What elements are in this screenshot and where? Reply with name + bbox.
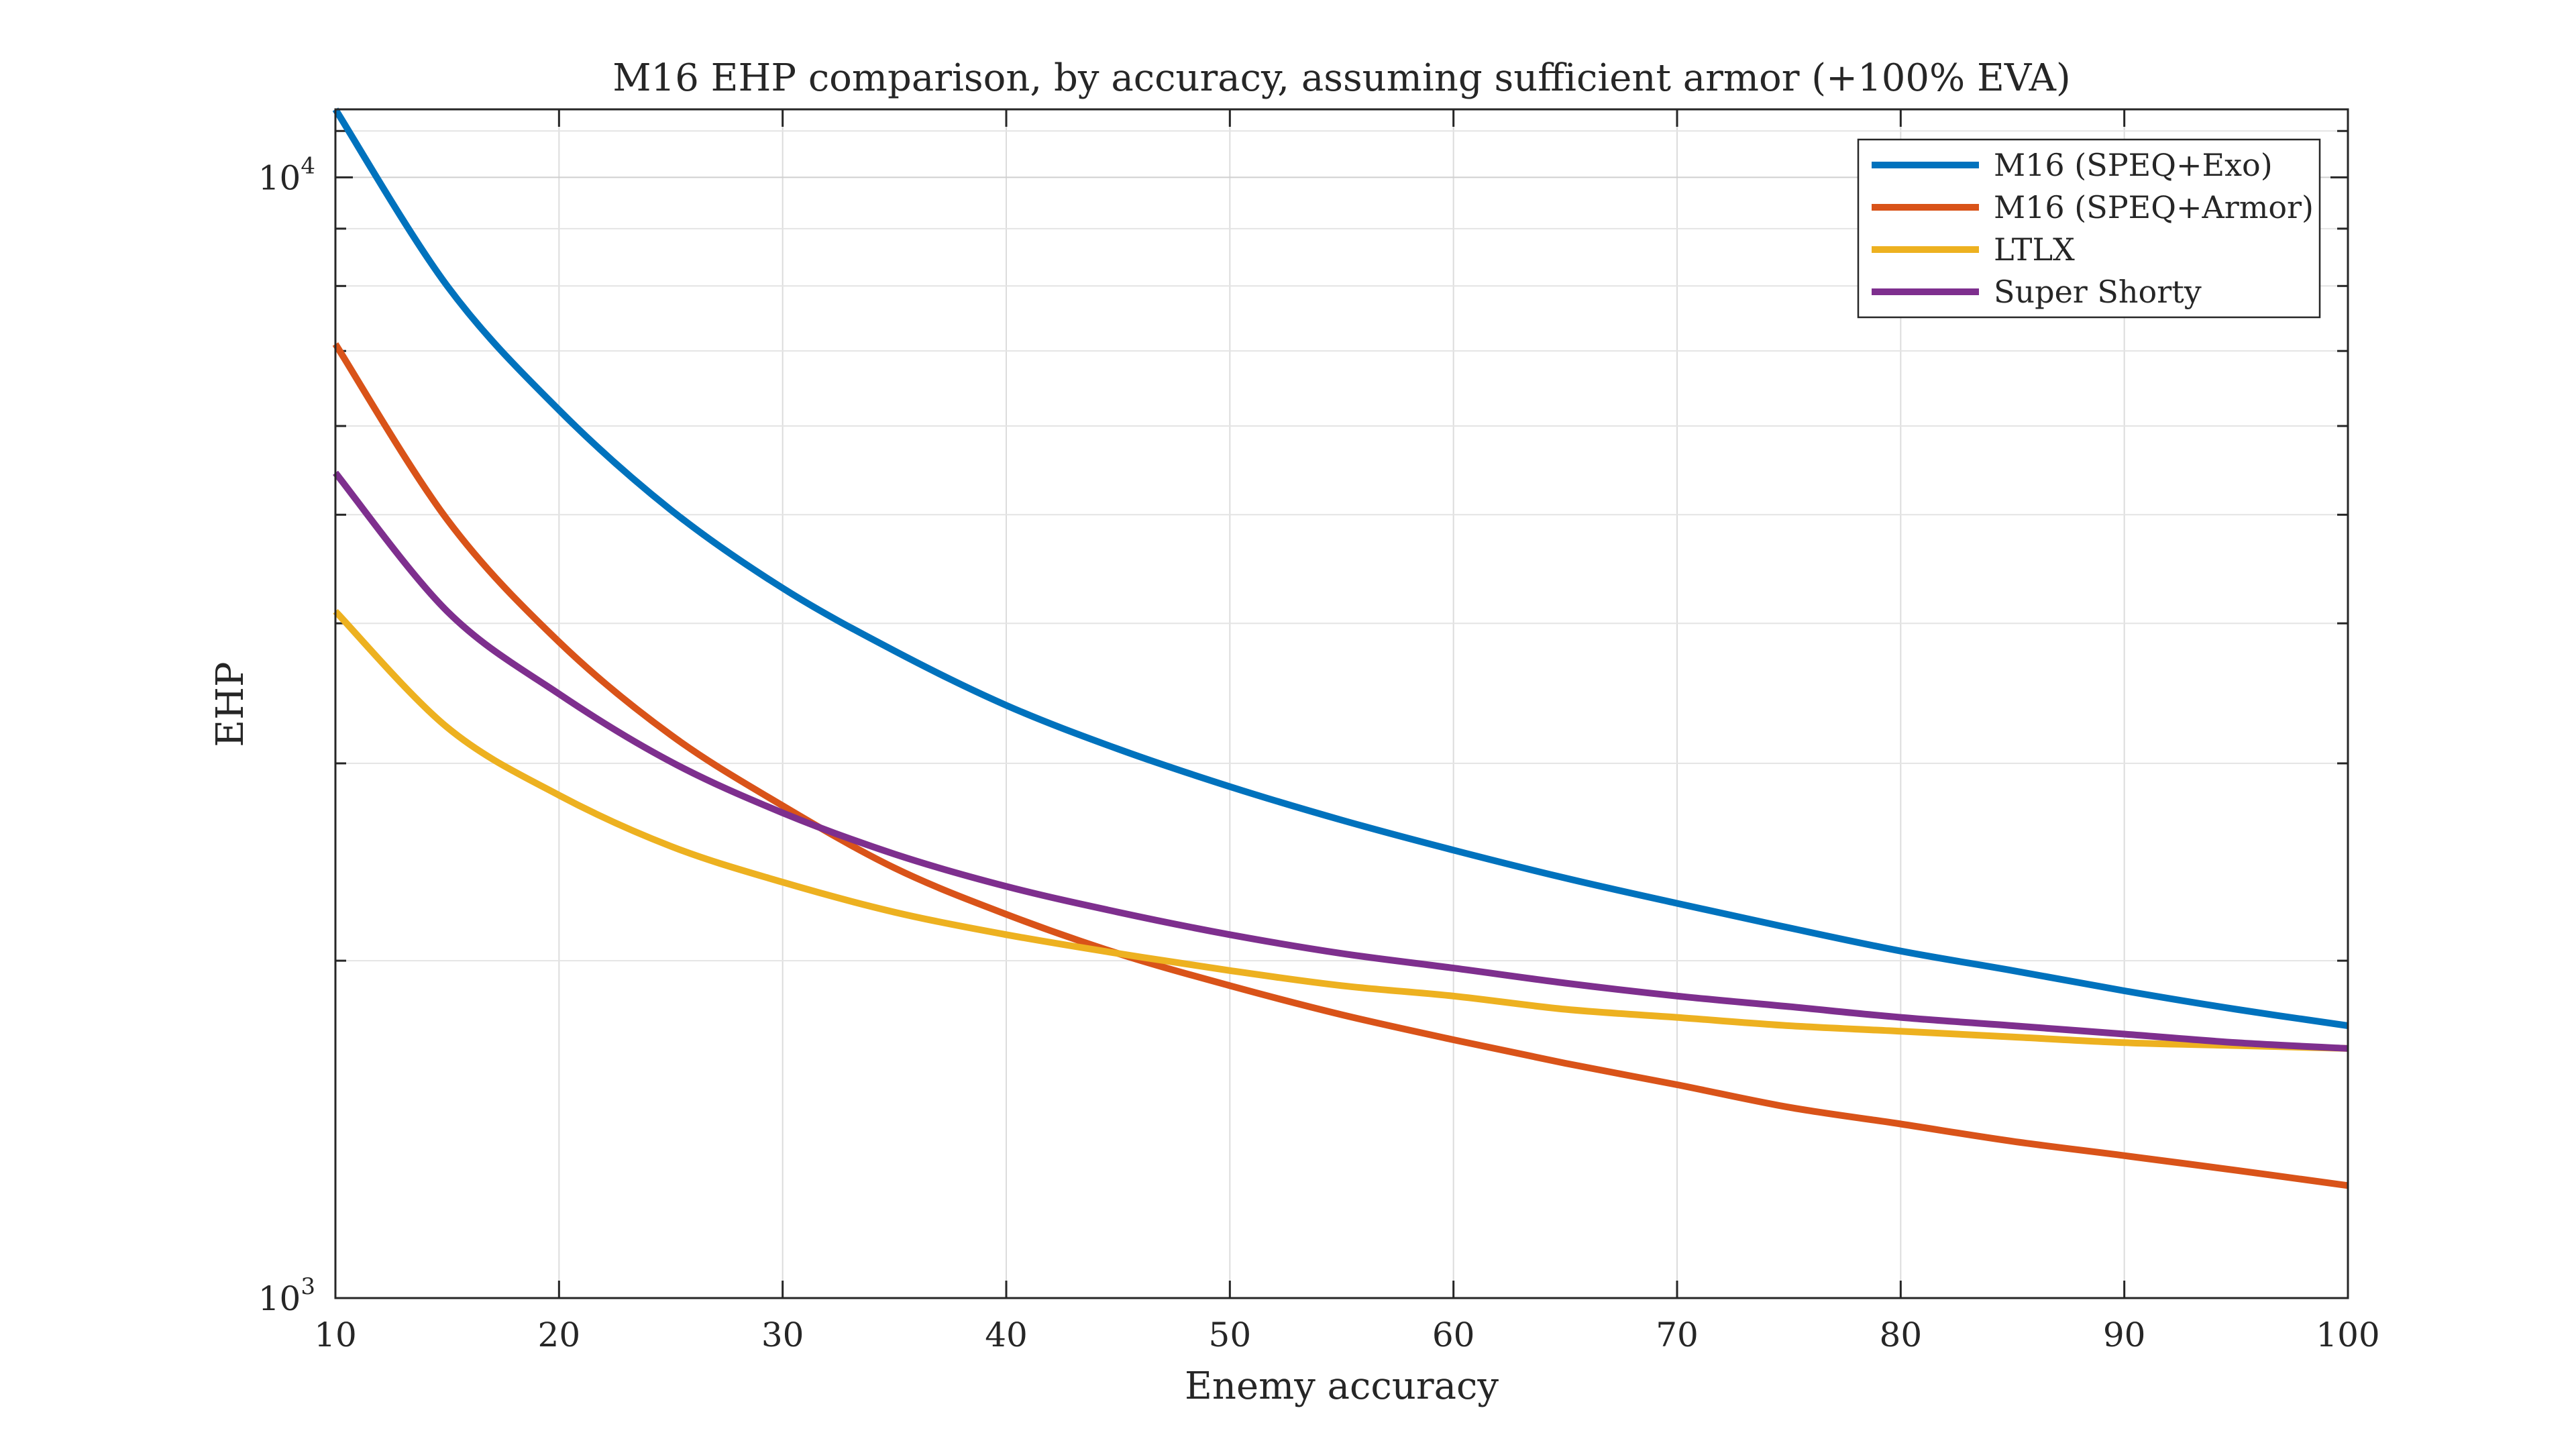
x-tick-label: 20 <box>538 1316 581 1354</box>
y-tick-base: 10 <box>258 158 301 197</box>
x-tick-label: 10 <box>314 1316 357 1354</box>
legend-label: Super Shorty <box>1994 274 2202 310</box>
y-tick-exponent: 4 <box>301 152 315 179</box>
x-axis-label: Enemy accuracy <box>1185 1364 1499 1408</box>
chart-title: M16 EHP comparison, by accuracy, assumin… <box>612 56 2071 100</box>
legend: M16 (SPEQ+Exo) M16 (SPEQ+Armor) LTLX Super … <box>1857 138 2321 319</box>
x-tick-label: 90 <box>2103 1316 2146 1354</box>
x-tick-label: 80 <box>1880 1316 1923 1354</box>
x-tick-label: 70 <box>1656 1316 1699 1354</box>
y-tick-label: 103 <box>258 1273 315 1318</box>
legend-label: M16 (SPEQ+Armor) <box>1994 189 2314 225</box>
series-lines <box>332 107 2349 1189</box>
y-axis-label: EHP <box>209 661 252 747</box>
x-tick-label: 60 <box>1432 1316 1475 1354</box>
x-tick-label: 100 <box>2316 1316 2379 1354</box>
x-tick-label: 50 <box>1209 1316 1252 1354</box>
series-line-2 <box>333 608 2349 1052</box>
series-line-0 <box>332 107 2349 1029</box>
legend-label: M16 (SPEQ+Exo) <box>1994 147 2273 183</box>
x-tick-label: 30 <box>761 1316 804 1354</box>
y-tick-label: 104 <box>258 152 315 197</box>
plot-frame <box>334 108 2349 1299</box>
legend-label: LTLX <box>1994 231 2075 268</box>
y-tick-base: 10 <box>258 1279 301 1318</box>
series-line-1 <box>332 342 2349 1189</box>
series-line-3 <box>333 470 2349 1052</box>
legend-box <box>1857 138 2321 319</box>
x-tick-label: 40 <box>985 1316 1028 1354</box>
y-tick-exponent: 3 <box>301 1273 315 1300</box>
